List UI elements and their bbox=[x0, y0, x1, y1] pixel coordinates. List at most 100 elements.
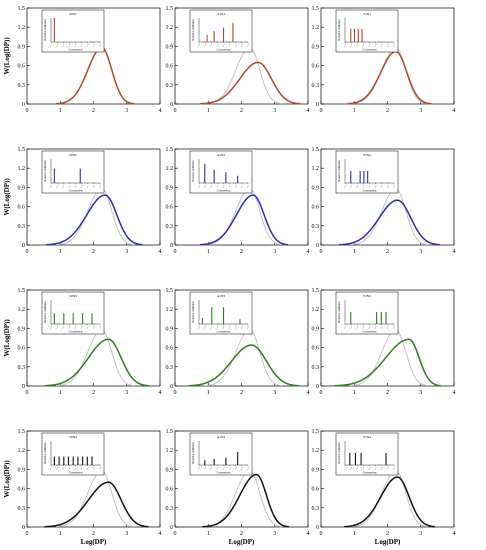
inset-bar bbox=[359, 171, 361, 183]
x-axis-label: Log(DP) bbox=[229, 538, 255, 546]
inset-tick-label-glyph bbox=[247, 466, 249, 471]
inset-tick-label-glyph bbox=[68, 43, 71, 48]
x-tick-label: 4 bbox=[159, 531, 162, 537]
inset-bar bbox=[204, 163, 206, 183]
inset-bar bbox=[237, 451, 239, 465]
x-tick-label: 2 bbox=[92, 390, 95, 396]
x-tick-label: 2 bbox=[240, 249, 243, 255]
inset-tick-label-glyph bbox=[356, 43, 359, 48]
inset-tick-label-glyph bbox=[80, 325, 83, 330]
x-tick-label: 2 bbox=[92, 249, 95, 255]
inset-x-label: Conversion bbox=[217, 330, 231, 334]
x-tick-label: 1 bbox=[207, 249, 210, 255]
inset-bar bbox=[58, 456, 60, 465]
inset-title: S0N3 bbox=[69, 294, 77, 298]
panel-r3c2: 0 0.3 0.6 0.9 1.2 1.5 0 1 2 3 4 A1N3 Conversion Relat… bbox=[166, 288, 310, 396]
inset-tick-label-glyph bbox=[99, 466, 101, 471]
inset-bar bbox=[350, 171, 352, 183]
inset-r3c3: T1N3 Conversion Relative Addition bbox=[335, 291, 399, 335]
x-tick-label: 4 bbox=[453, 249, 456, 255]
inset-tick-label-glyph bbox=[80, 466, 83, 471]
inset-title: A1N2 bbox=[217, 153, 226, 157]
x-tick-label: 2 bbox=[92, 531, 95, 537]
inset-tick-label-glyph bbox=[362, 325, 365, 330]
inset-tick-label-glyph bbox=[350, 184, 353, 189]
y-tick-label: 1.5 bbox=[18, 147, 26, 153]
y-axis-label: W(Log(DP)) bbox=[3, 178, 11, 216]
inset-tick-label-glyph bbox=[368, 184, 371, 189]
y-tick-label: 1.2 bbox=[312, 448, 320, 454]
distribution-curve bbox=[199, 194, 289, 246]
y-tick-label: 0.3 bbox=[166, 506, 174, 512]
inset-bar bbox=[77, 456, 79, 465]
inset-tick-label-glyph bbox=[86, 184, 89, 189]
inset-tick-label-glyph bbox=[74, 466, 77, 471]
x-tick-label: 0 bbox=[320, 531, 323, 537]
x-tick-label: 4 bbox=[453, 531, 456, 537]
inset-tick-label-glyph bbox=[50, 43, 52, 48]
inset-title: A1N1 bbox=[217, 12, 226, 16]
x-tick-label: 3 bbox=[125, 531, 128, 537]
x-tick-label: 3 bbox=[419, 108, 422, 114]
y-tick-label: 0.6 bbox=[166, 205, 174, 211]
inset-tick-label-glyph bbox=[99, 43, 101, 48]
y-tick-label: 1.5 bbox=[312, 429, 320, 435]
reference-curve bbox=[350, 329, 429, 387]
inset-tick-label-glyph bbox=[216, 466, 219, 471]
inset-tick-label-glyph bbox=[204, 466, 207, 471]
y-tick-label: 1.5 bbox=[312, 147, 320, 153]
inset-tick-label-glyph bbox=[198, 43, 200, 48]
inset-frame bbox=[335, 291, 399, 335]
x-tick-label: 2 bbox=[240, 531, 243, 537]
inset-y-label: Relative Addition bbox=[191, 19, 195, 41]
x-tick-label: 0 bbox=[26, 249, 29, 255]
y-tick-label: 1.2 bbox=[166, 448, 174, 454]
x-tick-label: 3 bbox=[419, 390, 422, 396]
inset-title: S0N4 bbox=[69, 435, 77, 439]
x-tick-label: 3 bbox=[125, 108, 128, 114]
inset-tick-label-glyph bbox=[386, 466, 389, 471]
reference-curve bbox=[204, 329, 283, 387]
inset-frame bbox=[41, 432, 105, 476]
inset-bar bbox=[206, 34, 208, 42]
y-tick-label: 0 bbox=[316, 525, 319, 531]
inset-tick-label-glyph bbox=[240, 466, 243, 471]
x-tick-label: 0 bbox=[320, 249, 323, 255]
y-tick-label: 1.5 bbox=[18, 429, 26, 435]
inset-title: T1N3 bbox=[363, 294, 371, 298]
y-tick-label: 1.2 bbox=[312, 166, 320, 172]
inset-tick-label-glyph bbox=[234, 466, 237, 471]
distribution-curve bbox=[347, 50, 432, 105]
inset-r1c1: S0N1 Conversion Relative Addition bbox=[41, 9, 105, 53]
inset-frame bbox=[335, 432, 399, 476]
inset-bar bbox=[225, 457, 227, 465]
inset-tick-label-glyph bbox=[216, 43, 219, 48]
inset-bar bbox=[385, 453, 387, 465]
inset-tick-label-glyph bbox=[56, 325, 59, 330]
distribution-curve bbox=[339, 199, 440, 246]
y-tick-label: 0.3 bbox=[166, 224, 174, 230]
inset-tick-label-glyph bbox=[393, 325, 395, 330]
y-tick-label: 0.6 bbox=[166, 487, 174, 493]
inset-bar bbox=[72, 313, 74, 324]
inset-x-label: Conversion bbox=[217, 48, 231, 52]
inset-y-label: Relative Addition bbox=[43, 160, 47, 182]
inset-tick-label-glyph bbox=[368, 325, 371, 330]
y-tick-label: 1.5 bbox=[166, 6, 174, 12]
inset-tick-label-glyph bbox=[216, 325, 219, 330]
inset-x-label: Conversion bbox=[69, 189, 83, 193]
y-tick-label: 1.2 bbox=[166, 166, 174, 172]
inset-bar bbox=[350, 28, 352, 42]
x-axis-label: Log(DP) bbox=[375, 538, 401, 546]
inset-bar bbox=[53, 313, 55, 324]
reference-curve bbox=[350, 470, 429, 528]
x-tick-label: 1 bbox=[59, 531, 62, 537]
x-tick-label: 4 bbox=[453, 390, 456, 396]
y-tick-label: 0 bbox=[22, 243, 25, 249]
y-tick-label: 1.2 bbox=[18, 448, 26, 454]
y-tick-label: 0 bbox=[22, 102, 25, 108]
inset-title: A1N4 bbox=[217, 435, 226, 439]
inset-tick-label-glyph bbox=[99, 325, 101, 330]
inset-r2c1: S0N2 Conversion Relative Addition bbox=[41, 150, 105, 194]
